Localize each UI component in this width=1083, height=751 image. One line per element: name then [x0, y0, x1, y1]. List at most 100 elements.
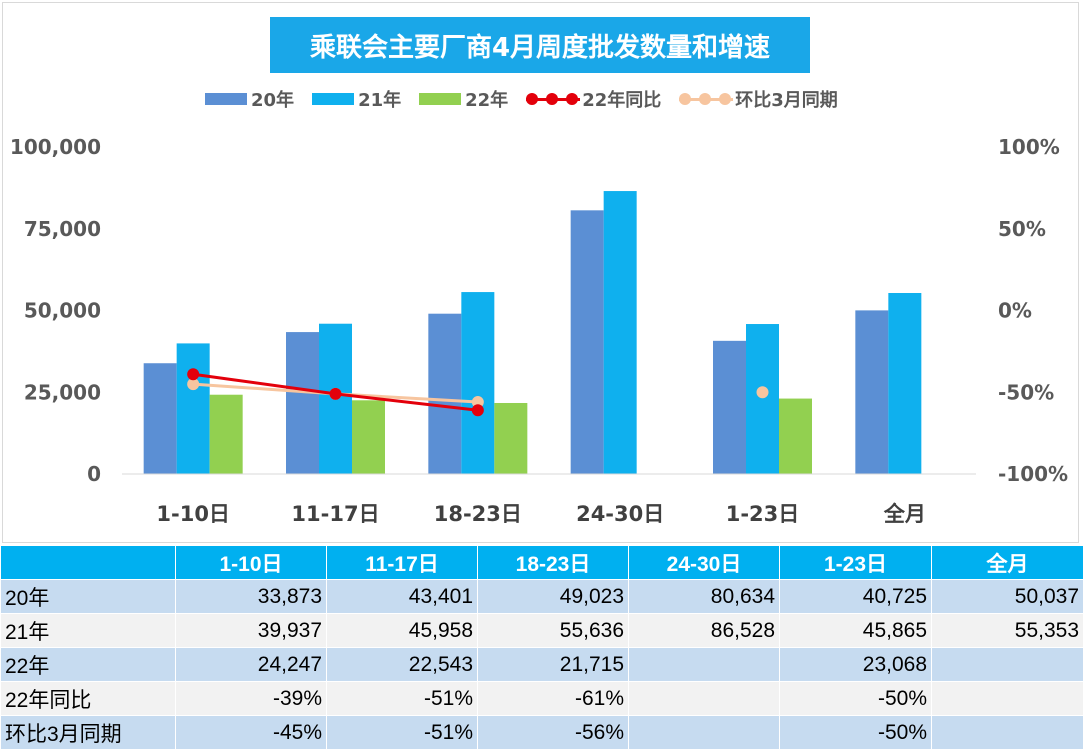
- table-cell: 40,725: [779, 579, 932, 614]
- table-header-cell: 11-17日: [326, 545, 478, 580]
- table-cell: 49,023: [477, 579, 629, 614]
- bar: [888, 292, 922, 474]
- table-header-cell: 1-10日: [175, 545, 327, 580]
- table-cell: -45%: [175, 715, 327, 750]
- table-cell: -50%: [779, 715, 932, 750]
- bar: [352, 400, 385, 474]
- table-header-cell: 1-23日: [779, 545, 932, 580]
- y-right-tick-label: -100%: [998, 462, 1068, 486]
- y-right-tick-label: -50%: [998, 380, 1054, 404]
- table-cell: [931, 681, 1083, 716]
- table-cell: -56%: [477, 715, 629, 750]
- table-cell: -51%: [326, 715, 478, 750]
- bar: [176, 343, 210, 474]
- x-tick-label: 11-17日: [291, 502, 379, 526]
- table-cell: 86,528: [628, 613, 780, 648]
- table-cell: 45,958: [326, 613, 478, 648]
- bar: [143, 363, 177, 474]
- line-point: [187, 368, 200, 381]
- table-cell: 39,937: [175, 613, 327, 648]
- chart-title: 乘联会主要厂商4月周度批发数量和增速: [309, 32, 771, 63]
- data-table: 1-10日 11-17日 18-23日 24-30日 1-23日 全月 20年 …: [0, 545, 1083, 750]
- x-tick-label: 全月: [883, 502, 926, 526]
- bar: [286, 332, 319, 474]
- legend-swatch: [312, 93, 355, 105]
- table-cell: 23,068: [779, 647, 932, 682]
- chart-legend: 20年 21年 22年 22年同比 环比3月同期: [205, 86, 856, 112]
- legend-item: 22年: [419, 86, 508, 112]
- line-point: [329, 387, 342, 400]
- bar: [428, 313, 462, 474]
- table-cell: 24,247: [175, 647, 327, 682]
- table-row: 环比3月同期 -45% -51% -56% -50%: [0, 715, 1083, 750]
- legend-item: 环比3月同期: [679, 86, 838, 112]
- legend-item: 20年: [205, 86, 294, 112]
- table-cell: 55,636: [477, 613, 629, 648]
- legend-line-marker: [526, 92, 581, 106]
- table-cell: [628, 647, 780, 682]
- x-tick-label: 1-10日: [156, 502, 230, 526]
- legend-swatch: [205, 93, 247, 105]
- y-right-tick-label: 100%: [998, 135, 1060, 159]
- table-cell: [628, 715, 780, 750]
- table-cell: 33,873: [175, 579, 327, 614]
- line-point: [187, 378, 200, 391]
- row-label: 环比3月同期: [0, 715, 176, 750]
- bar: [779, 398, 812, 474]
- y-right-tick-label: 0%: [998, 299, 1032, 323]
- legend-label: 21年: [358, 90, 402, 111]
- x-tick-label: 1-23日: [726, 502, 800, 526]
- table-row: 22年同比 -39% -51% -61% -50%: [0, 681, 1083, 716]
- table-cell: -51%: [326, 681, 478, 716]
- table-cell: [931, 715, 1083, 750]
- legend-label: 22年同比: [582, 90, 662, 111]
- x-tick-label: 18-23日: [434, 502, 522, 526]
- y-left-tick-label: 0: [87, 462, 101, 486]
- legend-label: 22年: [465, 90, 509, 111]
- table-header-row: 1-10日 11-17日 18-23日 24-30日 1-23日 全月: [0, 545, 1083, 580]
- bar: [209, 394, 243, 474]
- table-cell: 22,543: [326, 647, 478, 682]
- line-point: [756, 386, 769, 399]
- x-tick-label: 24-30日: [576, 502, 664, 526]
- bar: [494, 402, 528, 474]
- row-label: 22年: [0, 647, 176, 682]
- table-cell: -50%: [779, 681, 932, 716]
- table-row: 21年 39,937 45,958 55,636 86,528 45,865 5…: [0, 613, 1083, 648]
- table-header-cell: 全月: [931, 545, 1083, 580]
- table-cell: [931, 647, 1083, 682]
- table-cell: -39%: [175, 681, 327, 716]
- y-left-tick-label: 50,000: [24, 299, 101, 323]
- table-cell: 45,865: [779, 613, 932, 648]
- chart-plot: 0 25,000 50,000 75,000 100,000 -100% -50% 0% 50%…: [10, 135, 1068, 526]
- legend-item: 21年: [312, 86, 401, 112]
- table-cell: 50,037: [931, 579, 1083, 614]
- table-cell: -61%: [477, 681, 629, 716]
- table-row: 20年 33,873 43,401 49,023 80,634 40,725 5…: [0, 579, 1083, 614]
- bar: [713, 340, 746, 474]
- row-label: 21年: [0, 613, 176, 648]
- line-point: [471, 404, 484, 417]
- bar: [461, 292, 495, 474]
- legend-swatch: [419, 93, 462, 105]
- y-left-tick-label: 75,000: [24, 217, 101, 241]
- legend-item: 22年同比: [526, 86, 661, 112]
- table-header-cell: 24-30日: [628, 545, 780, 580]
- legend-label: 环比3月同期: [735, 90, 838, 111]
- bar: [746, 324, 779, 474]
- legend-line-marker: [679, 92, 734, 106]
- table-cell: 80,634: [628, 579, 780, 614]
- table-row: 22年 24,247 22,543 21,715 23,068: [0, 647, 1083, 682]
- table-cell: 21,715: [477, 647, 629, 682]
- y-left-tick-label: 100,000: [10, 135, 101, 159]
- table-cell: 55,353: [931, 613, 1083, 648]
- row-label: 22年同比: [0, 681, 176, 716]
- table-header-cell: 18-23日: [477, 545, 629, 580]
- bar: [855, 310, 889, 474]
- y-left-tick-label: 25,000: [24, 380, 101, 404]
- y-right-tick-label: 50%: [998, 217, 1046, 241]
- table-cell: 43,401: [326, 579, 478, 614]
- chart-title-box: 乘联会主要厂商4月周度批发数量和增速: [270, 17, 810, 73]
- table-header-cell: [0, 545, 176, 580]
- table-cell: [628, 681, 780, 716]
